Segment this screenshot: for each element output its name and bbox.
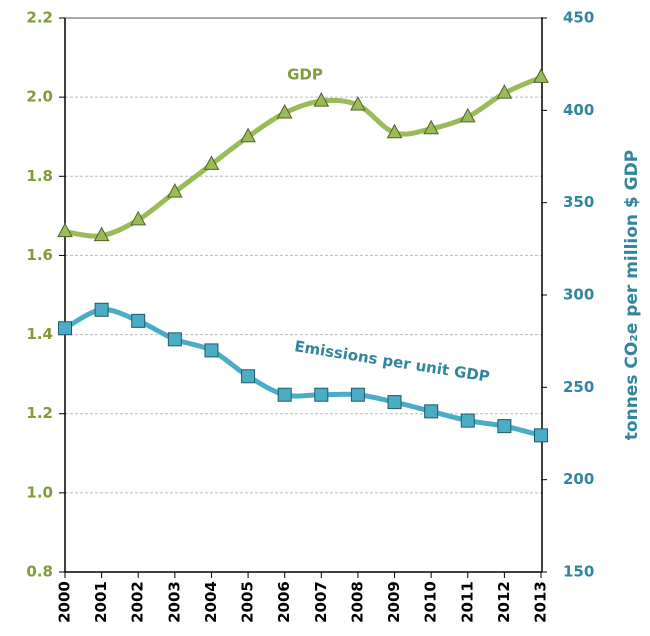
x-tick-label: 2007: [312, 581, 330, 623]
marker: [423, 119, 439, 135]
x-tick-label: 2012: [495, 581, 513, 623]
marker: [94, 302, 109, 317]
x-tick-label: 2003: [165, 581, 183, 623]
y2-tick-label: 300: [563, 286, 594, 304]
y-tick-label: 1.2: [26, 404, 53, 422]
marker: [277, 387, 292, 402]
marker: [386, 123, 403, 139]
marker: [424, 404, 439, 419]
y2-tick-label: 150: [563, 563, 594, 581]
x-tick-label: 2000: [56, 581, 74, 623]
x-tick-label: 2011: [458, 581, 476, 623]
x-tick-label: 2006: [275, 581, 293, 623]
marker: [460, 413, 475, 428]
y-tick-label: 0.8: [26, 563, 53, 581]
series-line: [64, 75, 542, 239]
y-tick-label: 1.8: [26, 167, 53, 185]
marker: [534, 428, 548, 443]
marker: [350, 387, 365, 402]
marker: [497, 419, 512, 434]
marker: [533, 68, 549, 83]
marker: [496, 84, 513, 99]
x-tick-label: 2002: [129, 581, 147, 623]
marker: [57, 222, 73, 238]
x-tick-label: 2013: [532, 581, 550, 623]
y-tick-label: 2.0: [26, 88, 53, 106]
series-annotation: GDP: [287, 66, 323, 84]
marker: [204, 343, 219, 358]
x-tick-label: 2001: [92, 581, 110, 623]
x-tick-label: 2008: [348, 581, 366, 623]
y2-tick-label: 450: [563, 9, 594, 27]
marker: [167, 332, 182, 347]
marker: [276, 103, 293, 119]
marker: [387, 395, 402, 410]
y2-tick-label: 200: [563, 470, 594, 488]
y-tick-label: 1.0: [26, 483, 53, 501]
marker: [459, 107, 476, 123]
marker: [130, 210, 147, 226]
y-tick-label: 1.6: [26, 246, 53, 264]
marker: [93, 226, 110, 242]
y2-tick-label: 350: [563, 193, 594, 211]
marker: [241, 369, 256, 384]
y-tick-label: 2.2: [26, 9, 53, 27]
x-tick-label: 2005: [239, 581, 257, 623]
y-tick-label: 1.4: [26, 325, 53, 343]
marker: [240, 127, 256, 143]
marker: [167, 183, 183, 198]
marker: [313, 92, 330, 107]
y2-axis-label: tonnes CO₂e per million $ GDP: [622, 150, 642, 440]
marker: [131, 313, 146, 328]
marker: [203, 155, 220, 170]
series-annotation: Emissions per unit GDP: [293, 337, 491, 386]
y2-tick-label: 400: [563, 101, 594, 119]
x-tick-label: 2009: [385, 581, 403, 623]
x-tick-label: 2010: [422, 581, 440, 623]
x-tick-label: 2004: [202, 581, 220, 623]
marker: [350, 96, 366, 111]
marker: [314, 387, 329, 402]
marker: [58, 321, 72, 336]
y2-tick-label: 250: [563, 378, 594, 396]
